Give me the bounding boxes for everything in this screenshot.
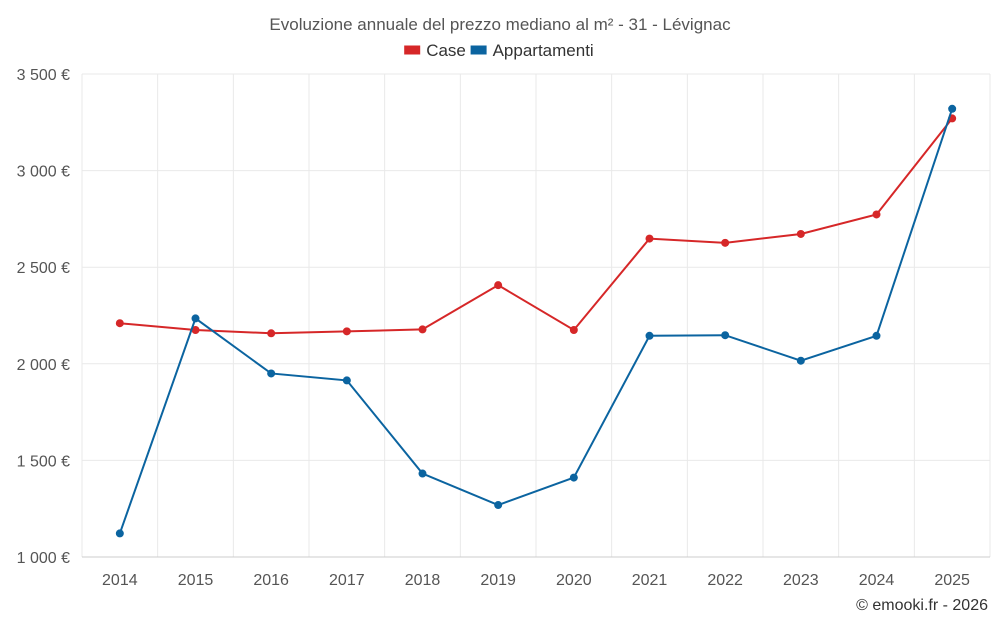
data-point-appartamenti[interactable] — [645, 331, 654, 340]
data-point-appartamenti[interactable] — [721, 331, 730, 340]
x-tick-label: 2022 — [707, 572, 743, 589]
y-tick-label: 3 500 € — [17, 67, 70, 84]
series-group — [115, 104, 957, 538]
y-tick-label: 2 500 € — [17, 260, 70, 277]
x-tick-label: 2016 — [253, 572, 289, 589]
data-point-appartamenti[interactable] — [115, 529, 124, 538]
data-point-case[interactable] — [872, 210, 881, 219]
legend-label-case: Case — [426, 41, 466, 60]
x-tick-label: 2023 — [783, 572, 819, 589]
data-point-appartamenti[interactable] — [796, 356, 805, 365]
x-tick-label: 2020 — [556, 572, 592, 589]
data-point-appartamenti[interactable] — [948, 104, 957, 113]
grid — [81, 73, 991, 558]
data-point-case[interactable] — [796, 229, 805, 238]
data-point-case[interactable] — [115, 319, 124, 328]
x-tick-label: 2017 — [329, 572, 365, 589]
data-point-case[interactable] — [191, 325, 200, 334]
data-point-appartamenti[interactable] — [494, 501, 503, 510]
data-point-appartamenti[interactable] — [569, 473, 578, 482]
x-tick-label: 2018 — [405, 572, 441, 589]
legend-item-appartamenti[interactable]: Appartamenti — [470, 41, 594, 60]
data-point-appartamenti[interactable] — [191, 314, 200, 323]
x-tick-label: 2019 — [480, 572, 516, 589]
data-point-case[interactable] — [569, 325, 578, 334]
x-tick-label: 2024 — [859, 572, 895, 589]
legend-swatch-case — [404, 45, 421, 55]
y-axis: 1 000 € 1 500 € 2 000 € 2 500 € 3 000 € 3 500… — [17, 67, 70, 567]
data-point-case[interactable] — [721, 238, 730, 247]
data-point-appartamenti[interactable] — [342, 376, 351, 385]
legend-swatch-appartamenti — [470, 45, 487, 55]
data-point-appartamenti[interactable] — [267, 369, 276, 378]
data-point-case[interactable] — [342, 327, 351, 336]
x-tick-label: 2025 — [934, 572, 970, 589]
legend-item-case[interactable]: Case — [404, 41, 466, 60]
legend: Case Appartamenti — [404, 41, 594, 60]
chart-title: Evoluzione annuale del prezzo mediano al… — [269, 15, 731, 34]
data-point-appartamenti[interactable] — [872, 331, 881, 340]
series-line-case — [119, 117, 953, 335]
data-point-case[interactable] — [418, 325, 427, 334]
data-point-case[interactable] — [267, 329, 276, 338]
data-point-case[interactable] — [645, 234, 654, 243]
data-point-case[interactable] — [494, 281, 503, 290]
x-tick-label: 2021 — [632, 572, 668, 589]
y-tick-label: 1 000 € — [17, 550, 70, 567]
series-line-appartamenti — [118, 108, 954, 534]
legend-label-appartamenti: Appartamenti — [493, 41, 594, 60]
series-appartamenti — [115, 104, 957, 538]
x-tick-label: 2015 — [178, 572, 214, 589]
series-case — [115, 114, 957, 338]
y-tick-label: 2 000 € — [17, 357, 70, 374]
y-tick-label: 3 000 € — [17, 164, 70, 181]
x-axis: 2014 2015 2016 2017 2018 2019 2020 2021 2022 2023… — [82, 556, 990, 589]
credit-text: © emooki.fr - 2026 — [856, 597, 988, 614]
y-tick-label: 1 500 € — [17, 453, 70, 470]
data-point-appartamenti[interactable] — [418, 469, 427, 478]
x-tick-label: 2014 — [102, 572, 138, 589]
